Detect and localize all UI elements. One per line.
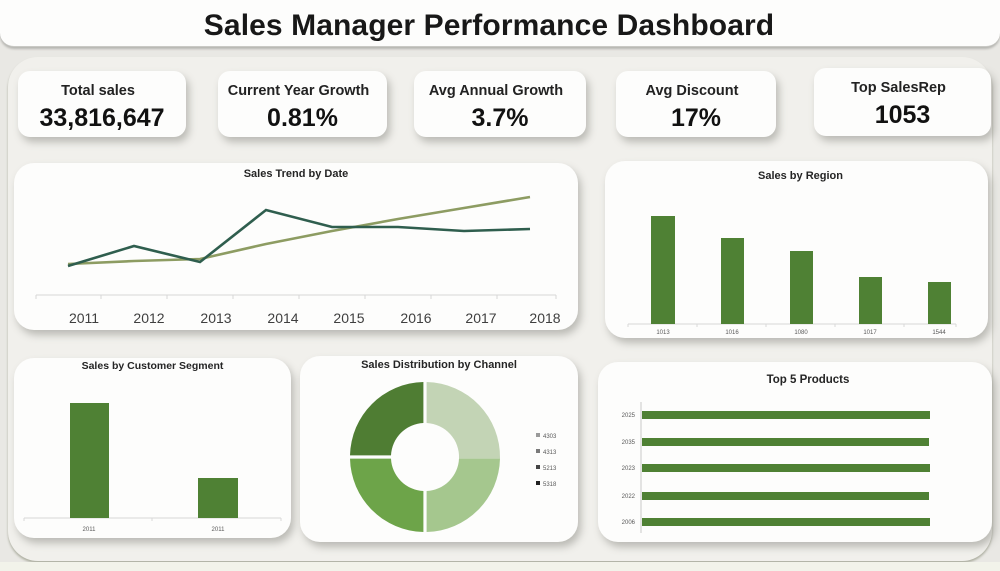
svg-text:5213: 5213 bbox=[543, 466, 557, 472]
svg-text:2011: 2011 bbox=[212, 527, 226, 533]
svg-text:2017: 2017 bbox=[465, 310, 496, 326]
svg-text:2015: 2015 bbox=[333, 310, 364, 326]
svg-text:2013: 2013 bbox=[200, 310, 231, 326]
svg-text:1013: 1013 bbox=[656, 330, 670, 336]
svg-text:1017: 1017 bbox=[863, 330, 877, 336]
svg-text:5318: 5318 bbox=[543, 482, 557, 488]
svg-text:2025: 2025 bbox=[622, 413, 636, 419]
svg-text:2012: 2012 bbox=[133, 310, 164, 326]
svg-text:1080: 1080 bbox=[794, 330, 808, 336]
svg-text:2011: 2011 bbox=[83, 527, 97, 533]
svg-text:2011: 2011 bbox=[69, 310, 99, 326]
svg-text:4313: 4313 bbox=[543, 450, 557, 456]
svg-text:2018: 2018 bbox=[529, 310, 560, 326]
svg-text:2016: 2016 bbox=[400, 310, 431, 326]
svg-text:2023: 2023 bbox=[622, 466, 636, 472]
svg-text:2035: 2035 bbox=[622, 440, 636, 446]
svg-text:2014: 2014 bbox=[267, 310, 298, 326]
svg-text:2006: 2006 bbox=[622, 520, 636, 526]
svg-text:1016: 1016 bbox=[725, 330, 739, 336]
svg-text:4303: 4303 bbox=[543, 434, 557, 440]
svg-text:2022: 2022 bbox=[622, 494, 636, 500]
svg-text:1544: 1544 bbox=[932, 330, 946, 336]
